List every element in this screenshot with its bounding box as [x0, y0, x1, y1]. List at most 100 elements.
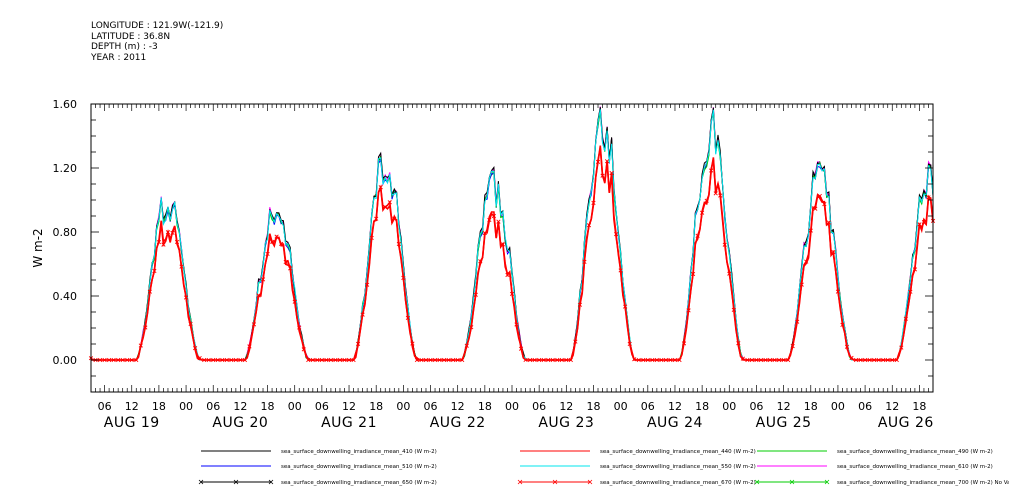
series-marker — [718, 193, 723, 198]
series-marker — [360, 312, 365, 317]
series-marker — [432, 357, 438, 363]
series-marker — [641, 357, 646, 363]
series-marker — [700, 210, 705, 215]
x-hour-tick-label: 06 — [532, 400, 546, 413]
series-marker — [736, 341, 741, 346]
series-marker — [116, 357, 121, 363]
series-marker — [604, 159, 610, 164]
series-marker — [835, 289, 841, 294]
series-marker — [283, 259, 288, 265]
series-marker — [478, 259, 483, 264]
series-marker — [695, 233, 700, 238]
series-marker — [754, 357, 759, 363]
y-tick-label: 0.80 — [53, 226, 78, 239]
series-marker — [229, 357, 234, 363]
series-marker — [111, 357, 116, 363]
legend: sea_surface_downwelling_irradiance_mean_… — [198, 449, 1009, 486]
series-marker — [527, 357, 533, 363]
series-marker — [383, 204, 388, 210]
series-marker — [677, 357, 682, 363]
series-marker — [564, 357, 569, 363]
x-day-label: AUG 22 — [430, 415, 486, 431]
x-day-label: AUG 26 — [878, 415, 934, 431]
series-marker — [514, 322, 519, 327]
x-hour-tick-label: 06 — [98, 400, 112, 413]
series-marker — [324, 357, 329, 363]
y-tick-label: 0.40 — [53, 290, 78, 303]
series-marker — [152, 268, 157, 274]
series-marker — [183, 295, 189, 300]
series-marker — [125, 357, 130, 363]
series-marker — [763, 357, 768, 363]
x-day-label: AUG 25 — [756, 415, 812, 431]
series-marker — [767, 357, 773, 363]
series-marker — [550, 357, 555, 363]
series-marker — [242, 357, 248, 363]
legend-label: sea_surface_downwelling_irradiance_mean_… — [600, 480, 756, 486]
series-marker — [740, 356, 745, 361]
series-marker — [921, 219, 927, 225]
series-marker — [251, 322, 257, 327]
series-marker — [912, 267, 918, 272]
series-marker — [831, 249, 836, 255]
series-marker — [541, 357, 546, 363]
series-marker — [102, 357, 107, 363]
series-marker — [813, 206, 818, 211]
series-marker — [297, 325, 302, 330]
series-line — [91, 107, 934, 361]
legend-marker — [754, 479, 760, 485]
series-marker — [220, 357, 225, 363]
series-marker — [396, 241, 401, 247]
x-day-label: AUG 19 — [104, 415, 160, 431]
series-marker — [899, 345, 904, 350]
series-marker — [188, 321, 193, 327]
series-marker — [817, 193, 822, 199]
x-hour-tick-label: 12 — [777, 400, 791, 413]
series-marker — [577, 302, 583, 307]
series-marker — [192, 346, 198, 351]
legend-marker — [824, 479, 830, 485]
legend-label: sea_surface_downwelling_irradiance_mean_… — [837, 449, 993, 455]
series-marker — [654, 357, 659, 363]
series-marker — [582, 259, 587, 264]
series-marker — [279, 241, 284, 246]
x-hour-tick-label: 06 — [858, 400, 872, 413]
x-hour-tick-label: 12 — [342, 400, 356, 413]
series-marker — [659, 357, 664, 363]
legend-label: sea_surface_downwelling_irradiance_mean_… — [281, 464, 437, 470]
series-marker — [161, 242, 166, 247]
x-day-label: AUG 23 — [538, 415, 594, 431]
series-marker — [487, 217, 492, 223]
x-hour-tick-label: 06 — [749, 400, 763, 413]
series-marker — [636, 357, 641, 363]
series-marker — [786, 357, 791, 363]
series-marker — [342, 357, 347, 363]
series-marker — [500, 242, 506, 247]
series-marker — [120, 357, 125, 363]
series-marker — [518, 346, 524, 351]
series-marker — [668, 357, 673, 363]
series-marker — [392, 216, 397, 221]
legend-marker — [789, 479, 795, 485]
x-hour-tick-label: 06 — [315, 400, 329, 413]
series-marker — [532, 357, 537, 363]
x-hour-tick-label: 00 — [722, 400, 736, 413]
series-marker — [623, 304, 628, 309]
series-marker — [247, 344, 252, 349]
series-marker — [269, 239, 275, 244]
legend-marker — [233, 479, 239, 485]
series-marker — [799, 282, 804, 287]
series-marker — [894, 357, 899, 363]
legend-label: sea_surface_downwelling_irradiance_mean_… — [837, 480, 1009, 486]
series-marker — [781, 357, 786, 363]
series-marker — [505, 272, 510, 278]
series-marker — [346, 357, 352, 363]
series-marker — [772, 357, 777, 363]
y-axis-label: W m-2 — [31, 228, 45, 267]
series-marker — [428, 357, 433, 363]
series-marker — [97, 357, 103, 363]
x-hour-tick-label: 18 — [586, 400, 600, 413]
series-marker — [844, 344, 850, 349]
series-marker — [686, 308, 691, 313]
series-marker — [202, 357, 207, 363]
